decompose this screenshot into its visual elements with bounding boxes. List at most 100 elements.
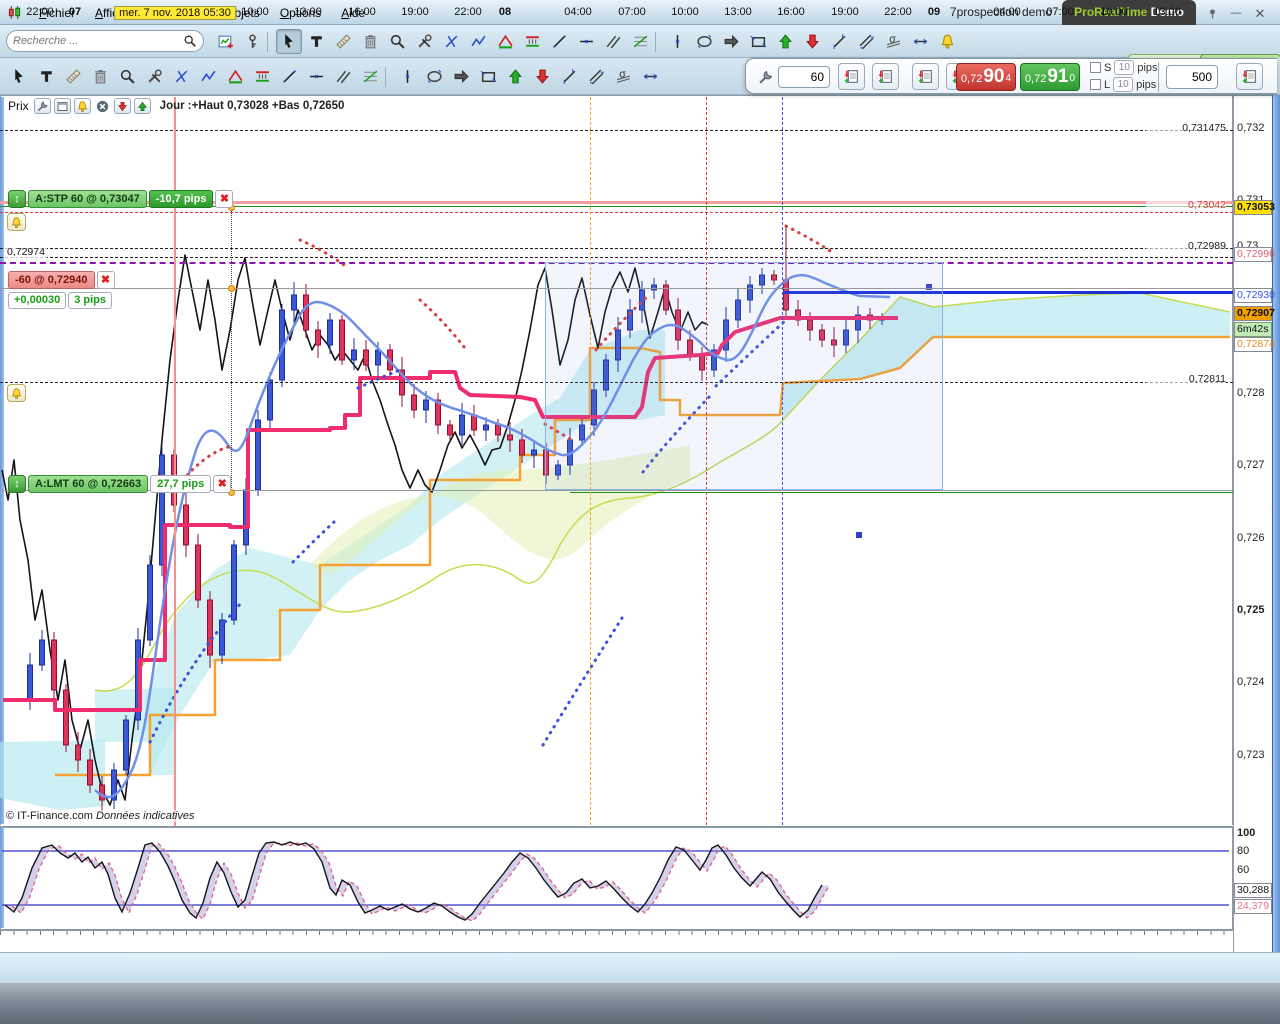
vertical-marker-red[interactable]	[706, 97, 707, 825]
search-input[interactable]	[13, 35, 183, 47]
selection-zone[interactable]	[545, 262, 943, 490]
menu-fichier[interactable]: Fichier	[30, 3, 84, 23]
channel-tool-icon[interactable]	[853, 29, 879, 54]
limit-checkbox[interactable]	[1090, 79, 1101, 90]
time-axis[interactable]	[0, 930, 1233, 952]
level-line-072811[interactable]	[0, 382, 1233, 383]
delete-tool-icon[interactable]	[357, 29, 383, 54]
vertical-marker-blue[interactable]	[782, 97, 783, 825]
limit-pips-input[interactable]: 10	[1113, 77, 1134, 92]
ellipse-tool-icon[interactable]	[691, 29, 717, 54]
trendline-tool-icon[interactable]	[546, 29, 572, 54]
order-handle[interactable]	[228, 285, 235, 292]
minimize-button[interactable]: —	[1228, 5, 1244, 21]
parallel-lines-tool-icon[interactable]	[330, 64, 356, 89]
order-book-icon[interactable]	[1236, 63, 1263, 90]
channel-tool-icon[interactable]	[583, 64, 609, 89]
price-axis[interactable]	[1233, 95, 1272, 952]
parallel-lines-tool-icon[interactable]	[600, 29, 626, 54]
crossed-lines-tool-icon[interactable]	[438, 29, 464, 54]
ruler-tool-icon[interactable]	[60, 64, 86, 89]
pin-icon[interactable]	[1206, 5, 1222, 21]
cursor-tool-icon[interactable]	[276, 29, 302, 54]
arrow-up-tool-icon[interactable]	[772, 29, 798, 54]
text-tool-icon[interactable]	[33, 64, 59, 89]
level-line-purple[interactable]	[0, 262, 1233, 264]
crossed-lines-tool-icon[interactable]	[168, 64, 194, 89]
sell-price-button[interactable]: 0,72 90 4	[956, 63, 1016, 91]
limit-order-line[interactable]	[0, 490, 1233, 491]
level-line-072989[interactable]	[0, 248, 1233, 249]
position-line[interactable]	[0, 288, 1233, 289]
arrow-tool-icon[interactable]	[718, 29, 744, 54]
link-icon[interactable]	[239, 29, 265, 54]
settings-tool-icon[interactable]	[141, 64, 167, 89]
position-label[interactable]: -60 @ 0,72940 ✖	[8, 271, 115, 289]
trendline-tool-icon[interactable]	[276, 64, 302, 89]
new-chart-icon[interactable]	[212, 29, 238, 54]
menu-aide[interactable]: Aide	[332, 3, 374, 23]
prorealtime-demo-tab[interactable]: ProRealTime Demo	[1062, 0, 1196, 25]
order-type-button-2[interactable]	[872, 63, 899, 90]
settings-tool-icon[interactable]	[411, 29, 437, 54]
alert-line-salmon[interactable]	[0, 201, 1233, 204]
vertical-marker-orange[interactable]	[590, 97, 591, 825]
chart-window-icon[interactable]	[53, 98, 71, 114]
support-resistance-tool-icon[interactable]	[249, 64, 275, 89]
stop-pips-input[interactable]: 10	[1114, 60, 1135, 75]
quantity-input[interactable]	[778, 66, 830, 88]
level-line-0731475[interactable]	[0, 130, 1233, 131]
cursor-tool-icon[interactable]	[6, 64, 32, 89]
close-button[interactable]: ✕	[1252, 5, 1268, 21]
triangle-pattern-tool-icon[interactable]	[222, 64, 248, 89]
arrow-down-tool-icon[interactable]	[799, 29, 825, 54]
vertical-line-tool-icon[interactable]	[664, 29, 690, 54]
alert-bell-icon[interactable]	[7, 384, 26, 402]
sigma-regression-tool-icon[interactable]	[610, 64, 636, 89]
limit-line-green[interactable]	[570, 492, 1233, 493]
ruler-tool-icon[interactable]	[330, 29, 356, 54]
drag-order-icon[interactable]: ↕	[8, 190, 26, 208]
horizontal-line-tool-icon[interactable]	[573, 29, 599, 54]
alert-tool-icon[interactable]	[934, 29, 960, 54]
segment-tool-icon[interactable]	[826, 29, 852, 54]
rectangle-tool-icon[interactable]	[745, 29, 771, 54]
zigzag-tool-icon[interactable]	[195, 64, 221, 89]
arrow-tool-icon[interactable]	[448, 64, 474, 89]
level-line-072974[interactable]	[0, 257, 1233, 258]
alert-bell-icon[interactable]	[7, 213, 26, 231]
order-type-button-3[interactable]	[912, 63, 939, 90]
fibonacci-tool-icon[interactable]	[357, 64, 383, 89]
limit-order-label[interactable]: ↕ A:LMT 60 @ 0,72663 27,7 pips ✖	[8, 475, 232, 493]
support-resistance-tool-icon[interactable]	[519, 29, 545, 54]
zoom-tool-icon[interactable]	[114, 64, 140, 89]
level-line-073042[interactable]	[0, 212, 1233, 213]
triangle-pattern-tool-icon[interactable]	[492, 29, 518, 54]
ellipse-tool-icon[interactable]	[421, 64, 447, 89]
move-up-icon[interactable]	[133, 98, 151, 114]
vertical-scrollbar[interactable]	[1272, 95, 1280, 952]
extended-line-tool-icon[interactable]	[637, 64, 663, 89]
cancel-stop-icon[interactable]: ✖	[215, 190, 234, 208]
menu-options[interactable]: Options	[271, 3, 330, 23]
buy-price-button[interactable]: 0,72 91 0	[1020, 63, 1080, 91]
stop-order-line[interactable]	[0, 206, 1233, 207]
arrow-down-tool-icon[interactable]	[529, 64, 555, 89]
stop-order-label[interactable]: ↕ A:STP 60 @ 0,73047 -10,7 pips ✖	[8, 190, 234, 208]
chart-close-icon[interactable]	[94, 98, 111, 114]
close-position-icon[interactable]: ✖	[96, 271, 115, 289]
stochastic-panel[interactable]	[0, 826, 1233, 930]
zoom-tool-icon[interactable]	[384, 29, 410, 54]
cancel-limit-icon[interactable]: ✖	[213, 475, 232, 493]
horizontal-line-tool-icon[interactable]	[303, 64, 329, 89]
sigma-regression-tool-icon[interactable]	[880, 29, 906, 54]
rectangle-tool-icon[interactable]	[475, 64, 501, 89]
chart-settings-icon[interactable]	[33, 98, 51, 114]
chart-alert-icon[interactable]	[73, 98, 91, 114]
quantity-input-2[interactable]	[1166, 65, 1218, 89]
vertical-line-tool-icon[interactable]	[394, 64, 420, 89]
drag-order-icon[interactable]: ↕	[8, 475, 26, 493]
segment-tool-icon[interactable]	[556, 64, 582, 89]
move-down-icon[interactable]	[113, 98, 131, 114]
delete-tool-icon[interactable]	[87, 64, 113, 89]
